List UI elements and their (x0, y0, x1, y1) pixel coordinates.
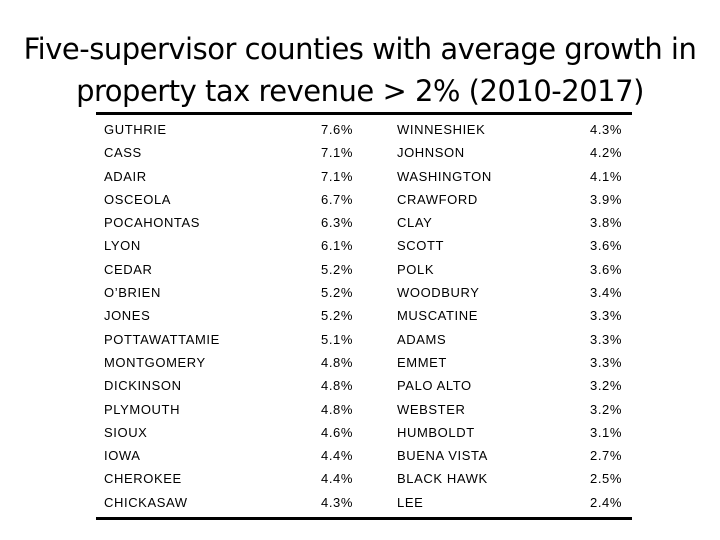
growth-rate-left: 4.4% (321, 448, 354, 464)
county-name-right: MUSCATINE (397, 308, 478, 324)
county-name-left: PLYMOUTH (104, 401, 181, 417)
county-name-left: ADAIR (104, 168, 147, 184)
growth-rate-right: 2.4% (590, 494, 623, 510)
growth-rate-right: 3.9% (590, 191, 623, 207)
growth-rate-left: 6.3% (321, 215, 354, 231)
county-name-left: IOWA (104, 448, 141, 464)
county-name-right: WINNESHIEK (397, 122, 486, 137)
table-row: POCAHONTAS 6.3% CLAY 3.8% (96, 213, 632, 236)
county-name-left: POTTAWATTAMIE (104, 331, 220, 347)
county-name-left: O’BRIEN (104, 285, 161, 301)
growth-rate-left: 6.1% (321, 238, 354, 254)
growth-rate-right: 3.3% (590, 354, 623, 370)
county-name-right: PALO ALTO (397, 378, 472, 394)
growth-rate-left: 6.7% (321, 191, 354, 207)
growth-rate-right: 3.6% (590, 261, 623, 277)
growth-rate-right: 3.6% (590, 238, 623, 254)
growth-rate-right: 4.2% (590, 145, 623, 161)
county-name-right: EMMET (397, 354, 447, 370)
table-row: POTTAWATTAMIE 5.1% ADAMS 3.3% (96, 330, 632, 353)
county-name-right: WOODBURY (397, 285, 480, 301)
county-name-left: OSCEOLA (104, 191, 172, 207)
growth-rate-left: 4.8% (321, 378, 354, 394)
table-row: GUTHRIE 7.6% WINNESHIEK 4.3% (96, 120, 632, 143)
growth-rate-left: 5.1% (321, 331, 354, 347)
county-name-right: SCOTT (397, 238, 445, 254)
county-growth-table: GUTHRIE 7.6% WINNESHIEK 4.3% CASS 7.1% JOHNSON… (96, 112, 632, 521)
county-name-right: LEE (397, 494, 424, 510)
county-name-right: ADAMS (397, 331, 447, 347)
table-row: SIOUX 4.6% HUMBOLDT 3.1% (96, 423, 632, 446)
table-row: CEDAR 5.2% POLK 3.6% (96, 260, 632, 283)
county-name-right: WASHINGTON (397, 168, 492, 184)
table-row: CHEROKEE 4.4% BLACK HAWK 2.5% (96, 469, 632, 492)
table-row: O’BRIEN 5.2% WOODBURY 3.4% (96, 283, 632, 306)
growth-rate-left: 7.1% (321, 168, 354, 184)
county-name-right: BLACK HAWK (397, 471, 488, 487)
table-row: CASS 7.1% JOHNSON 4.2% (96, 143, 632, 166)
growth-rate-right: 4.1% (590, 168, 623, 184)
growth-rate-left: 4.8% (321, 354, 354, 370)
table-row: MONTGOMERY 4.8% EMMET 3.3% (96, 353, 632, 376)
table-row: DICKINSON 4.8% PALO ALTO 3.2% (96, 376, 632, 399)
growth-rate-right: 2.7% (590, 448, 623, 464)
county-name-left: CHICKASAW (104, 494, 188, 510)
growth-rate-left: 7.6% (321, 122, 354, 137)
growth-rate-left: 4.8% (321, 401, 354, 417)
table-row: JONES 5.2% MUSCATINE 3.3% (96, 306, 632, 329)
county-name-left: CEDAR (104, 261, 153, 277)
table-row: LYON 6.1% SCOTT 3.6% (96, 236, 632, 259)
growth-rate-right: 3.2% (590, 401, 623, 417)
growth-rate-left: 5.2% (321, 261, 354, 277)
county-name-right: CRAWFORD (397, 191, 478, 207)
table-row: ADAIR 7.1% WASHINGTON 4.1% (96, 167, 632, 190)
county-name-left: JONES (104, 308, 151, 324)
growth-rate-right: 2.5% (590, 471, 623, 487)
county-name-right: WEBSTER (397, 401, 466, 417)
growth-rate-left: 4.3% (321, 494, 354, 510)
growth-rate-right: 3.8% (590, 215, 623, 231)
growth-rate-right: 3.3% (590, 331, 623, 347)
county-name-right: POLK (397, 261, 435, 277)
county-name-left: SIOUX (104, 424, 148, 440)
county-name-right: CLAY (397, 215, 433, 231)
growth-rate-right: 3.2% (590, 378, 623, 394)
county-name-left: LYON (104, 238, 141, 254)
table-row: CHICKASAW 4.3% LEE 2.4% (96, 493, 632, 516)
page-title: Five-supervisor counties with average gr… (23, 32, 697, 108)
growth-rate-right: 4.3% (590, 122, 623, 137)
county-name-left: CASS (104, 145, 142, 161)
growth-rate-left: 7.1% (321, 145, 354, 161)
table-row: OSCEOLA 6.7% CRAWFORD 3.9% (96, 190, 632, 213)
growth-rate-right: 3.1% (590, 424, 623, 440)
county-name-right: JOHNSON (397, 145, 465, 161)
county-name-left: GUTHRIE (104, 122, 167, 137)
growth-rate-left: 5.2% (321, 285, 354, 301)
growth-rate-left: 5.2% (321, 308, 354, 324)
growth-rate-right: 3.3% (590, 308, 623, 324)
county-name-left: MONTGOMERY (104, 354, 206, 370)
county-name-left: CHEROKEE (104, 471, 182, 487)
county-name-left: POCAHONTAS (104, 215, 201, 231)
table-row: PLYMOUTH 4.8% WEBSTER 3.2% (96, 400, 632, 423)
table-bottom-rule (96, 517, 632, 521)
growth-rate-right: 3.4% (590, 285, 623, 301)
table-row: IOWA 4.4% BUENA VISTA 2.7% (96, 446, 632, 469)
county-name-left: DICKINSON (104, 378, 182, 394)
growth-rate-left: 4.4% (321, 471, 354, 487)
growth-rate-left: 4.6% (321, 424, 354, 440)
table-top-rule (96, 112, 632, 115)
table-body: GUTHRIE 7.6% WINNESHIEK 4.3% CASS 7.1% JOHNSON… (96, 115, 632, 517)
county-name-right: HUMBOLDT (397, 424, 475, 440)
county-name-right: BUENA VISTA (397, 448, 488, 464)
